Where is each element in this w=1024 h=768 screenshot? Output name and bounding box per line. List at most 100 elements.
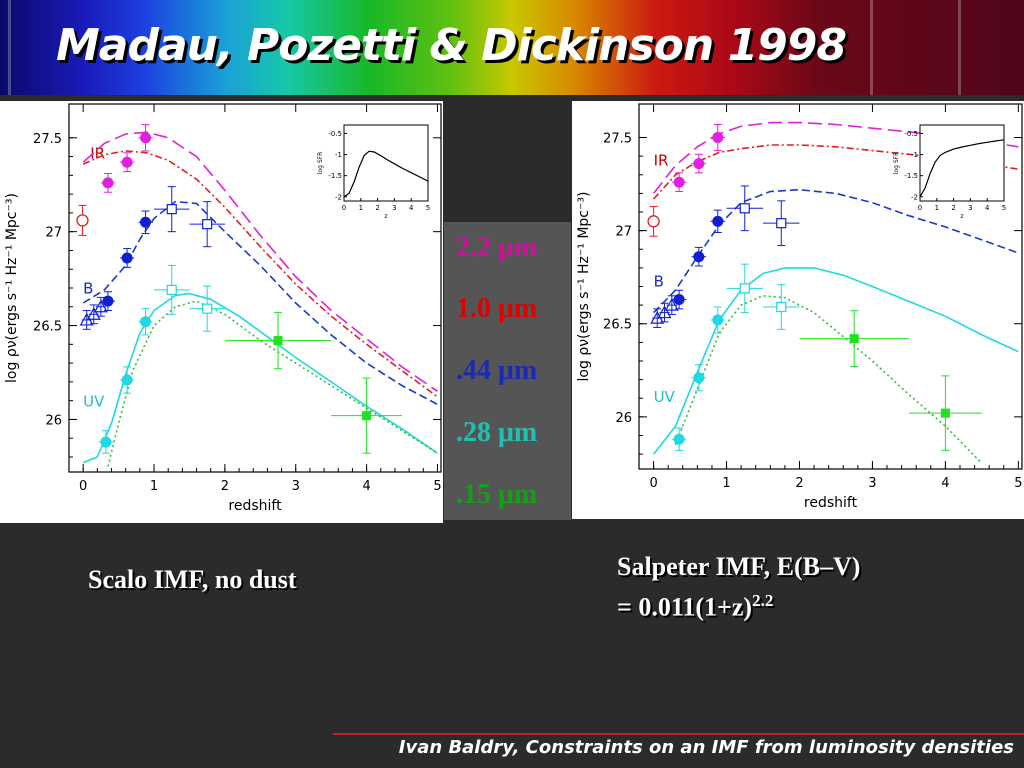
legend-item-1-0um: 1.0 μm	[456, 293, 538, 324]
y-tick-label: 26.5	[33, 320, 62, 335]
y-tick-label: 27.5	[33, 132, 62, 147]
footer-divider	[333, 733, 1024, 735]
marker	[121, 156, 133, 168]
marker	[140, 216, 152, 228]
inset-y-tick-label: -1	[911, 151, 918, 159]
model-curve	[82, 131, 438, 392]
marker	[693, 251, 705, 263]
data-point	[189, 285, 225, 332]
x-tick-label: 5	[433, 479, 441, 494]
band-label: B	[654, 273, 664, 291]
inset-y-tick-label: -2	[335, 193, 342, 201]
legend-item-015um: .15 μm	[456, 479, 538, 510]
model-curve	[107, 300, 438, 467]
data-point	[100, 172, 116, 193]
marker	[140, 132, 152, 144]
data-point	[710, 209, 726, 233]
data-point	[98, 430, 113, 454]
chart-right: 0 1 2 3 4 5 26 26.5 27 27.5 redshift log ρν(ergs s⁻…	[576, 103, 1023, 511]
marker	[362, 411, 372, 421]
y-tick-label: 27.5	[603, 132, 632, 147]
x-tick-label: 1	[150, 479, 158, 494]
inset-x-label: z	[960, 213, 963, 220]
data-point	[138, 308, 153, 336]
model-curve	[82, 150, 438, 398]
inset-frame	[919, 124, 1005, 202]
x-tick-label: 2	[221, 479, 229, 494]
footer-text: Ivan Baldry, Constraints on an IMF from …	[398, 737, 1014, 758]
x-axis-label: redshift	[228, 498, 282, 514]
marker	[166, 284, 177, 295]
inset-x-tick-label: 5	[426, 204, 430, 212]
band-label: B	[83, 280, 93, 298]
data-point	[671, 427, 687, 451]
marker	[86, 307, 101, 320]
marker	[273, 336, 283, 346]
marker	[647, 215, 660, 228]
y-tick-label: 26.5	[603, 318, 632, 333]
x-tick-label: 0	[649, 476, 657, 491]
legend-item-2-2um: 2.2 μm	[456, 232, 538, 263]
inset-y-label: log SFR	[317, 152, 324, 174]
inset-y-tick-label: -1.5	[904, 172, 918, 180]
marker	[712, 132, 724, 144]
x-tick-label: 1	[722, 476, 730, 491]
data-point	[691, 246, 707, 267]
caption-right-formula: = 0.011(1+z)	[617, 592, 753, 622]
caption-right-line2: = 0.011(1+z)2.2	[617, 584, 860, 625]
model-curve	[82, 292, 438, 464]
data-point	[726, 263, 764, 314]
chart-panel-right: 0 1 2 3 4 5 26 26.5 27 27.5 redshift log ρν(ergs s⁻…	[572, 101, 1024, 519]
marker	[121, 374, 133, 386]
banner-stripe	[870, 0, 873, 95]
inset-x-tick-label: 1	[935, 204, 939, 212]
y-tick-label: 26	[615, 411, 632, 426]
data-point	[93, 296, 108, 317]
band-label: IR	[654, 151, 669, 169]
marker	[673, 433, 685, 445]
data-point	[726, 185, 764, 232]
marker	[102, 177, 114, 189]
marker	[673, 294, 685, 306]
marker	[693, 158, 705, 170]
data-point	[120, 366, 135, 394]
caption-right: Salpeter IMF, E(B–V) = 0.011(1+z)2.2	[617, 550, 860, 625]
model-curve	[82, 200, 438, 406]
data-point	[86, 304, 101, 325]
marker	[739, 283, 750, 294]
data-point	[138, 124, 153, 152]
y-tick-label: 27	[615, 225, 632, 240]
inset-x-tick-label: 2	[951, 204, 955, 212]
marker	[657, 305, 672, 319]
band-label: UV	[654, 388, 676, 406]
inset-x-tick-label: 0	[918, 204, 922, 212]
marker	[712, 215, 724, 227]
inset-x-label: z	[384, 213, 387, 220]
inset-y-tick-label: -0.5	[904, 130, 918, 138]
data-point	[138, 210, 153, 235]
chart-panel-left: 0 1 2 3 4 5 26 26.5 27 27.5 redshift log ρν(ergs s⁻…	[0, 101, 443, 523]
y-tick-label: 27	[45, 226, 62, 241]
banner-stripe	[8, 0, 11, 95]
data-point	[189, 201, 225, 248]
data-point	[763, 284, 800, 330]
data-point	[671, 289, 687, 310]
data-point	[76, 204, 89, 236]
inset-y-tick-label: -2	[911, 193, 918, 201]
marker	[664, 297, 679, 311]
slide-title: Madau, Pozetti & Dickinson 1998	[56, 20, 847, 71]
data-point	[154, 264, 190, 315]
marker	[102, 295, 114, 307]
data-point	[647, 205, 660, 237]
marker	[673, 176, 685, 188]
data-point	[691, 364, 707, 392]
x-tick-label: 4	[362, 479, 370, 494]
legend-item-044um: .44 μm	[456, 355, 538, 386]
banner-stripe	[958, 0, 961, 95]
inset-x-tick-label: 2	[375, 204, 379, 212]
inset-y-tick-label: -0.5	[328, 130, 342, 138]
title-banner: Madau, Pozetti & Dickinson 1998	[0, 0, 1024, 95]
y-axis-label: log ρν(ergs s⁻¹ Hz⁻¹ Mpc⁻³)	[4, 193, 20, 383]
data-point	[331, 377, 403, 454]
caption-left: Scalo IMF, no dust	[88, 565, 297, 594]
